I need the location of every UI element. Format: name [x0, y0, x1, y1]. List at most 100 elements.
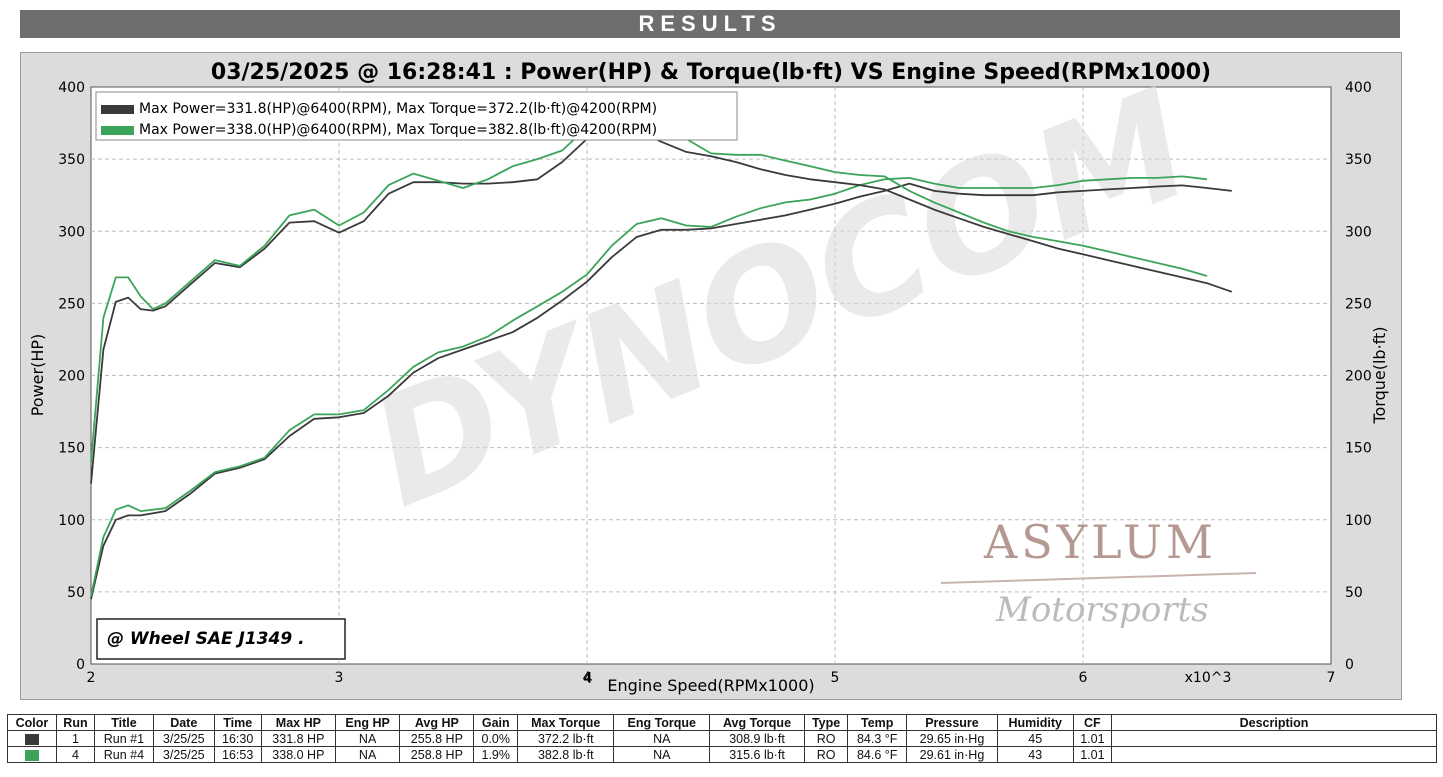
y-tick-left: 50: [67, 585, 85, 601]
results-banner: RESULTS: [20, 10, 1400, 38]
column-header: Max Torque: [517, 714, 615, 731]
table-cell: 315.6 lb·ft: [709, 746, 805, 763]
color-cell: [7, 730, 57, 747]
column-header: Date: [152, 714, 215, 731]
legend-box: [95, 91, 738, 141]
table-cell: 84.6 °F: [847, 746, 908, 763]
y-tick-right: 400: [1345, 80, 1372, 96]
y-tick-left: 200: [58, 369, 85, 385]
x-axis-label: Engine Speed(RPMx1000): [607, 676, 814, 695]
legend-swatch-run1: [101, 105, 134, 114]
y-axis-right-label: Torque(lb·ft): [1370, 326, 1389, 424]
table-cell: 372.2 lb·ft: [517, 730, 615, 747]
x-tick: 6: [1079, 670, 1088, 686]
x-tick: 4: [583, 670, 592, 686]
table-cell: RO: [803, 746, 849, 763]
y-tick-right: 100: [1345, 513, 1372, 529]
table-cell: Run #4: [94, 746, 154, 763]
annotation-text: @ Wheel SAE J1349 .: [107, 629, 305, 649]
table-cell: 382.8 lb·ft: [517, 746, 615, 763]
table-cell: 45: [996, 730, 1074, 747]
chart-legend: Max Power=331.8(HP)@6400(RPM), Max Torqu…: [95, 91, 738, 141]
y-tick-right: 0: [1345, 657, 1354, 673]
column-header: Time: [213, 714, 262, 731]
asylum-motorsports-logo: ASYLUM Motorsports: [940, 515, 1257, 630]
annotation-box: [96, 618, 346, 660]
table-cell: 1.01: [1072, 730, 1113, 747]
table-row: 4 Run #4 3/25/25 16:53 338.0 HP NA 258.8 HP 1.9…: [7, 746, 1437, 763]
table-row: 1 Run #1 3/25/25 16:30 331.8 HP NA 255.8 HP 0.0…: [7, 730, 1437, 747]
column-header: Eng HP: [334, 714, 401, 731]
column-header: Humidity: [996, 714, 1074, 731]
y-tick-right: 250: [1345, 296, 1372, 312]
column-header: Type: [803, 714, 849, 731]
table-cell: 255.8 HP: [399, 730, 475, 747]
series-power-run4: [90, 175, 1208, 597]
run-color-swatch: [24, 749, 39, 761]
series-power-run1: [90, 182, 1232, 600]
legend-swatch-run4: [101, 126, 134, 135]
column-header: Run: [55, 714, 96, 731]
column-header: Color: [7, 714, 57, 731]
column-header: Title: [94, 714, 154, 731]
table-cell: 84.3 °F: [847, 730, 908, 747]
table-cell: 16:30: [213, 730, 262, 747]
column-header: Avg Torque: [709, 714, 805, 731]
column-header: Pressure: [906, 714, 998, 731]
table-header-row: Color Run Title Date Time Max HP Eng HP Avg HP G…: [7, 714, 1437, 731]
y-tick-left: 400: [58, 80, 85, 96]
table-cell: 43: [996, 746, 1074, 763]
column-header: Temp: [847, 714, 908, 731]
table-cell: Run #1: [94, 730, 154, 747]
tick-layer: 0 0 50 50 100 100 150 150 200 200 250 250 300 300 350 3…: [58, 80, 1371, 686]
table-cell: 3/25/25: [152, 730, 215, 747]
y-tick-left: 100: [58, 513, 85, 529]
logo-line-2: Motorsports: [995, 590, 1209, 630]
color-cell: [7, 746, 57, 763]
y-tick-right: 350: [1345, 152, 1372, 168]
table-cell: 29.61 in·Hg: [906, 746, 998, 763]
y-tick-right: 200: [1345, 369, 1372, 385]
table-cell: NA: [613, 730, 711, 747]
column-header: Eng Torque: [613, 714, 711, 731]
y-tick-left: 300: [58, 224, 85, 240]
table-cell: 338.0 HP: [260, 746, 336, 763]
x-tick: 7: [1327, 670, 1336, 686]
legend-entry-run4: Max Power=338.0(HP)@6400(RPM), Max Torqu…: [139, 122, 657, 138]
table-cell: NA: [613, 746, 711, 763]
table-cell: NA: [334, 746, 401, 763]
table-cell: 3/25/25: [152, 746, 215, 763]
table-cell: 0.0%: [473, 730, 519, 747]
table-cell: 16:53: [213, 746, 262, 763]
table-cell: 258.8 HP: [399, 746, 475, 763]
dyno-chart-panel: DYNOCOM 0 0 50 50 100 100 150 150 200 200 250 250 30…: [20, 52, 1402, 700]
x-axis-label-prefix: 4: [583, 669, 593, 687]
y-tick-left: 250: [58, 296, 85, 312]
table-cell: 4: [55, 746, 96, 763]
x-tick: 2: [87, 670, 96, 686]
y-tick-left: 0: [76, 657, 85, 673]
results-table: Color Run Title Date Time Max HP Eng HP Avg HP G…: [7, 714, 1437, 763]
column-header: CF: [1072, 714, 1113, 731]
x-tick: 5: [831, 670, 840, 686]
table-cell: 1.01: [1072, 746, 1113, 763]
x-axis-multiplier: x10^3: [1185, 670, 1232, 686]
sae-annotation: @ Wheel SAE J1349 .: [96, 618, 346, 660]
table-cell: 1: [55, 730, 96, 747]
x-tick: 3: [335, 670, 344, 686]
legend-entry-run1: Max Power=331.8(HP)@6400(RPM), Max Torqu…: [139, 101, 657, 117]
chart-title: 03/25/2025 @ 16:28:41 : Power(HP) & Torq…: [211, 60, 1211, 85]
y-tick-right: 150: [1345, 441, 1372, 457]
table-cell: 1.9%: [473, 746, 519, 763]
logo-line-1: ASYLUM: [983, 515, 1217, 569]
column-header: Description: [1111, 714, 1437, 731]
column-header: Max HP: [260, 714, 336, 731]
grid-layer: [91, 87, 1331, 664]
table-cell: 29.65 in·Hg: [906, 730, 998, 747]
y-tick-right: 300: [1345, 224, 1372, 240]
table-cell: [1111, 746, 1437, 763]
table-cell: 308.9 lb·ft: [709, 730, 805, 747]
table-cell: [1111, 730, 1437, 747]
column-header: Avg HP: [399, 714, 475, 731]
